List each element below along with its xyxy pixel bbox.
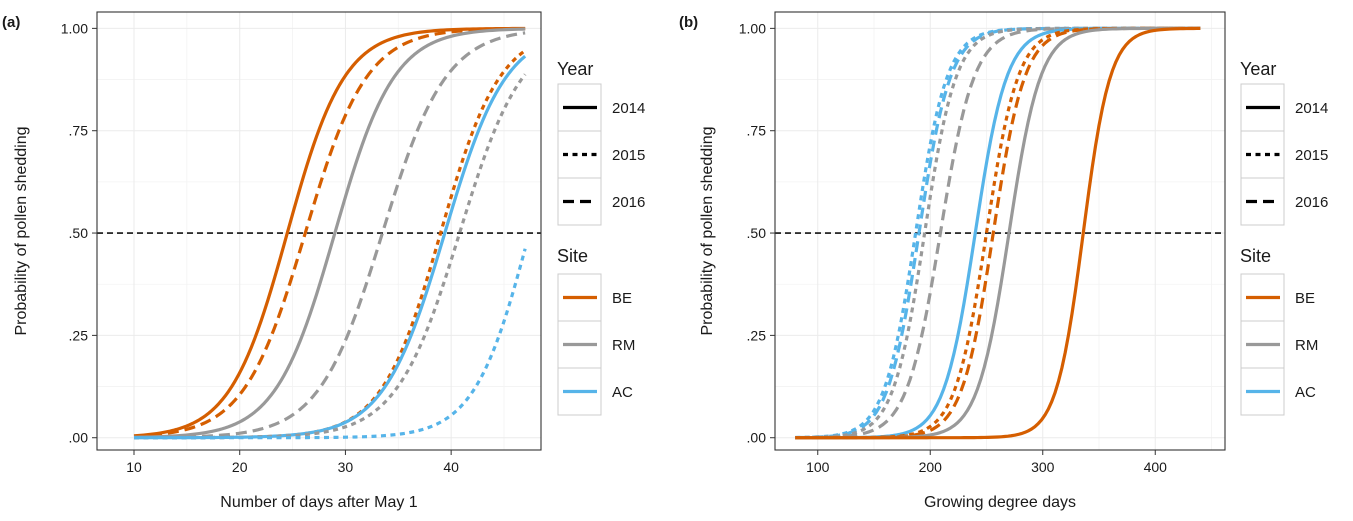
- series-line-ac-2015: [134, 248, 527, 440]
- legend-label-site: RM: [1295, 337, 1318, 354]
- legend-key: [1240, 177, 1285, 226]
- legend: Year 2014 2015 2016 Site BE RM AC: [557, 59, 645, 416]
- y-tick-label: .25: [69, 327, 89, 343]
- y-tick-label: .50: [69, 225, 89, 241]
- legend-label-site: BE: [1295, 290, 1315, 307]
- y-tick-label: 1.00: [739, 20, 766, 36]
- legend-label-year: 2015: [1295, 147, 1328, 164]
- legend-label-year: 2014: [1295, 100, 1328, 117]
- legend-title-year: Year: [1240, 59, 1276, 79]
- y-axis-title: Probability of pollen shedding: [13, 126, 30, 335]
- y-tick-label: 1.00: [61, 20, 88, 36]
- x-tick-label: 30: [338, 459, 354, 475]
- x-tick-label: 400: [1144, 459, 1168, 475]
- series-line-be-2015: [134, 49, 527, 440]
- panel-border: [774, 11, 1226, 451]
- y-tick-label: .75: [69, 123, 89, 139]
- legend: Year 2014 2015 2016 Site BE RM AC: [1240, 59, 1328, 416]
- legend-label-year: 2016: [612, 194, 645, 211]
- x-tick-label: 40: [443, 459, 459, 475]
- x-axis-title: Number of days after May 1: [220, 494, 418, 511]
- series-line-be-2016: [133, 27, 526, 438]
- y-tick-label: .50: [747, 225, 767, 241]
- legend-title-site: Site: [557, 246, 588, 266]
- x-tick-label: 200: [919, 459, 943, 475]
- legend-label-site: RM: [612, 337, 635, 354]
- chart-panel-b: 100 200 300 400 .00 .25 .50 .75 1.00 Growing degr…: [679, 11, 1328, 511]
- x-tick-label: 20: [232, 459, 248, 475]
- legend-label-year: 2015: [612, 147, 645, 164]
- x-tick-label: 300: [1031, 459, 1055, 475]
- legend-label-site: BE: [612, 290, 632, 307]
- x-axis-title: Growing degree days: [924, 494, 1076, 511]
- panel-border: [96, 11, 542, 451]
- legend-title-site: Site: [1240, 246, 1271, 266]
- y-tick-label: .25: [747, 327, 767, 343]
- legend-title-year: Year: [557, 59, 593, 79]
- y-tick-label: .75: [747, 123, 767, 139]
- legend-label-year: 2014: [612, 100, 645, 117]
- x-tick-label: 10: [126, 459, 142, 475]
- panel-label: (a): [2, 14, 20, 31]
- legend-label-year: 2016: [1295, 194, 1328, 211]
- series-line-rm-2014: [133, 27, 526, 439]
- series-line-ac-2014: [134, 54, 527, 440]
- y-tick-label: .00: [69, 430, 89, 446]
- series-line-be-2014: [133, 26, 526, 438]
- series-line-rm-2016: [133, 31, 526, 440]
- y-axis-title: Probability of pollen shedding: [699, 126, 716, 335]
- x-tick-label: 100: [806, 459, 830, 475]
- series-line-rm-2015: [133, 73, 527, 440]
- legend-label-site: AC: [612, 384, 633, 401]
- legend-label-site: AC: [1295, 384, 1316, 401]
- series-line-be-2014: [795, 26, 1201, 440]
- chart-panel-a: 10 20 30 40 .00 .25 .50 .75 1.00 Number of days a…: [2, 11, 645, 511]
- y-tick-label: .00: [747, 430, 767, 446]
- panel-label: (b): [679, 14, 698, 31]
